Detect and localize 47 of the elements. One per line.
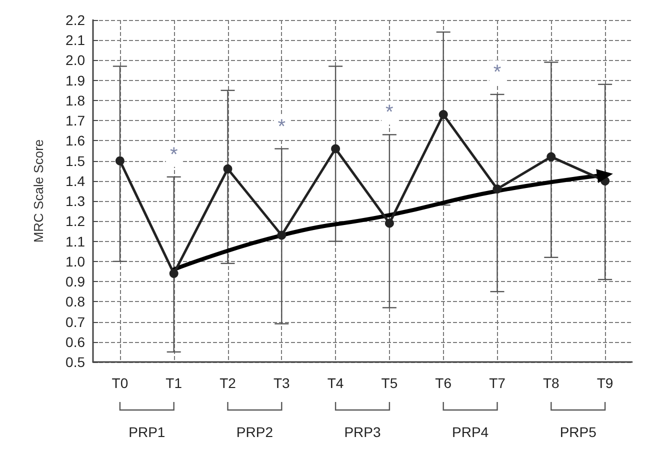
point xyxy=(277,230,286,240)
y-tick-label: 0.6 xyxy=(66,334,86,350)
y-tick-label: 1.0 xyxy=(66,253,86,270)
y-tick-label: 2.1 xyxy=(66,32,86,48)
y-tick-label: 0.7 xyxy=(66,314,86,330)
y-tick-label: 1.9 xyxy=(66,72,86,88)
annotation: * xyxy=(386,102,394,124)
y-tick-label: 1.4 xyxy=(66,172,86,189)
x-tick-label: T7 xyxy=(489,375,506,391)
y-tick-label: 1.5 xyxy=(66,152,86,169)
y-tick-label: 1.2 xyxy=(66,213,86,230)
point xyxy=(438,110,448,120)
x-tick-label: T3 xyxy=(273,375,290,391)
annotation: * xyxy=(493,61,502,84)
text: PRP4 xyxy=(452,424,489,440)
x-tick-label: T0 xyxy=(112,375,128,391)
x-tick-label: T5 xyxy=(381,375,398,391)
annotation: * xyxy=(170,144,178,166)
y-tick-label: 1.1 xyxy=(66,233,86,250)
point xyxy=(223,164,232,174)
text: PRP3 xyxy=(344,424,381,440)
y-tick-label: 1.3 xyxy=(66,193,86,210)
point xyxy=(169,268,178,278)
y-tick-label: 2.2 xyxy=(66,12,86,28)
x-tick-label: T8 xyxy=(542,375,560,391)
y-tick-label: 1.8 xyxy=(66,92,86,108)
y-tick-label: 0.8 xyxy=(66,294,86,310)
y-tick-label: 0.9 xyxy=(66,274,86,290)
point xyxy=(384,218,394,228)
y-tick-label: 1.7 xyxy=(66,112,86,129)
point xyxy=(546,152,556,162)
point xyxy=(331,144,340,154)
y-axis-title: MRC Scale Score xyxy=(31,139,46,243)
x-tick-label: T1 xyxy=(166,375,182,391)
x-tick-label: T9 xyxy=(596,375,614,391)
point xyxy=(492,184,502,194)
annotation: * xyxy=(278,116,286,138)
x-tick-label: T6 xyxy=(435,375,452,391)
point xyxy=(115,156,124,166)
y-tick-label: 2.0 xyxy=(66,52,86,68)
text: PRP5 xyxy=(560,424,597,440)
y-tick-label: 0.5 xyxy=(66,354,86,370)
text: PRP1 xyxy=(128,424,166,440)
text: PRP2 xyxy=(236,424,274,440)
y-tick-label: 1.6 xyxy=(66,132,86,149)
x-tick-label: T2 xyxy=(220,375,236,391)
x-tick-label: T4 xyxy=(327,375,344,391)
